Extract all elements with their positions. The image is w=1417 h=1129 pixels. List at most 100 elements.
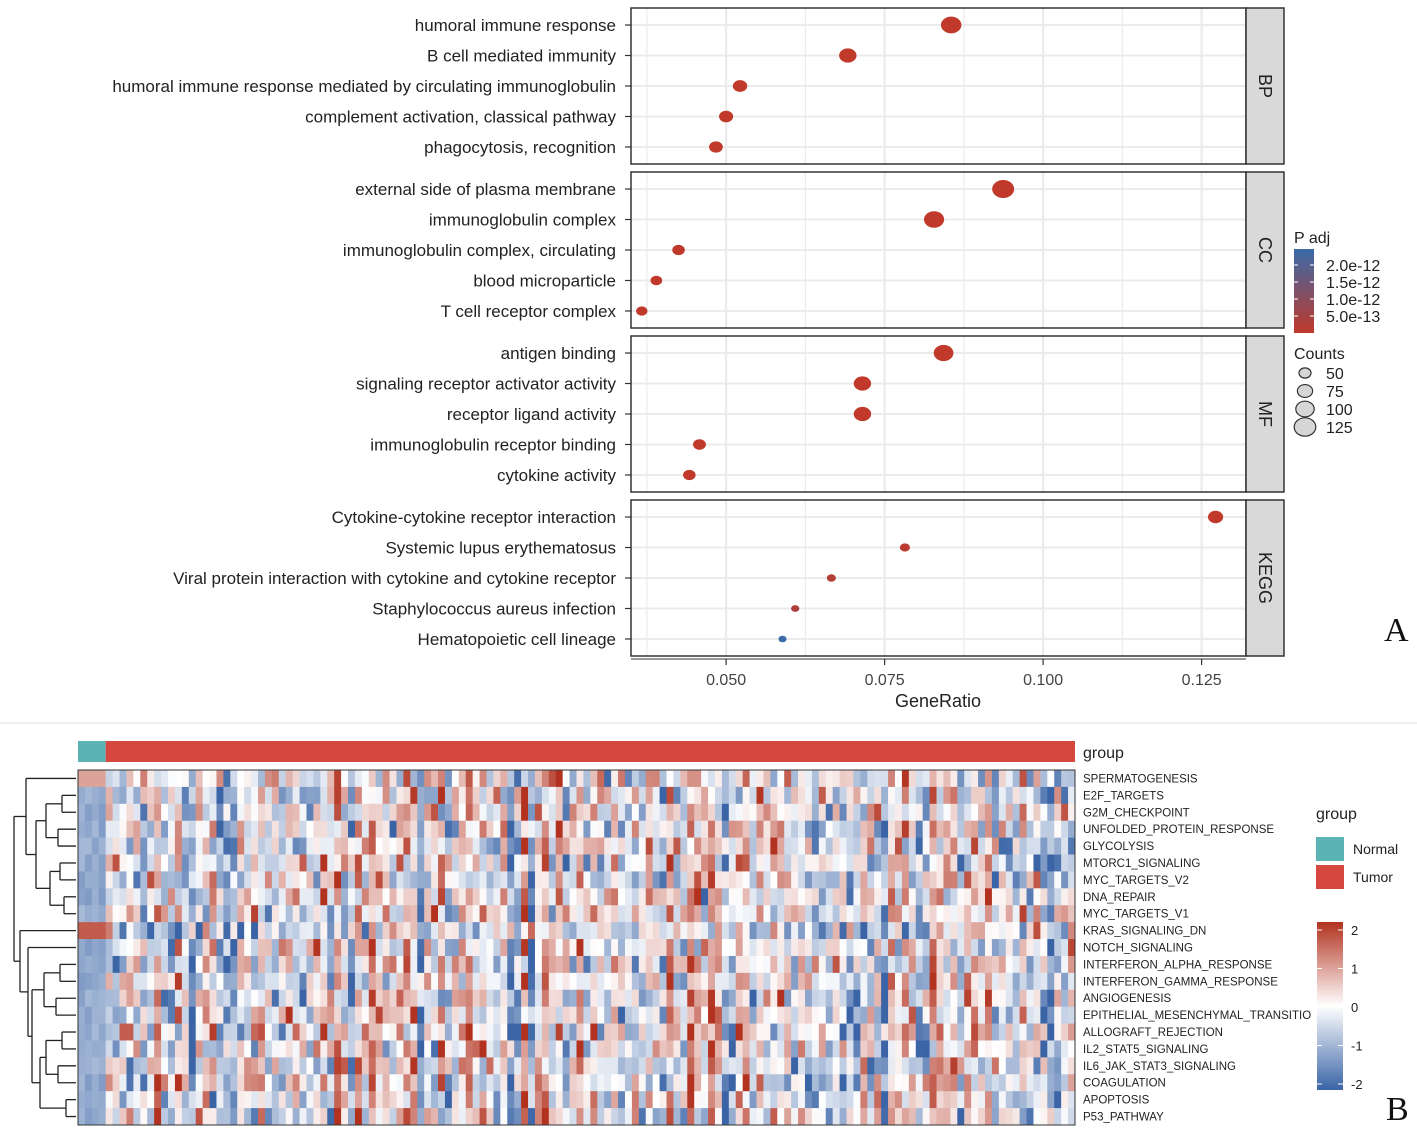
heatmap-cell [500,1091,508,1109]
heatmap-cell [119,972,127,991]
heatmap-cell [624,1057,633,1075]
heatmap-cell [168,854,176,872]
heatmap-cell [320,1040,328,1058]
heatmap-cell [860,922,868,940]
heatmap-cell [791,820,799,839]
heatmap-cell [1040,871,1048,889]
heatmap-cell [209,1006,217,1024]
heatmap-cell [763,1040,771,1058]
heatmap-cell [874,803,882,822]
heatmap-cell [645,905,654,923]
heatmap-cell [708,939,716,957]
heatmap-cell [424,871,432,889]
heatmap-cell [98,1040,107,1058]
heatmap-cell [410,922,418,940]
heatmap-cell [431,871,439,889]
heatmap-cell [424,905,432,923]
padj-legend: P adj 2.0e-121.5e-121.0e-125.0e-13 [1294,230,1380,333]
heatmap-cell [811,989,820,1008]
heatmap-cell [161,803,169,822]
heatmap-cell [728,939,737,957]
heatmap-cell [126,989,134,1008]
heatmap-cell [223,1108,231,1126]
heatmap-cell [888,837,896,855]
heatmap-cell [604,837,612,855]
heatmap-cell [811,770,820,788]
heatmap-cell [292,1023,300,1041]
heatmap-cell [264,854,273,872]
heatmap-cell [354,989,363,1008]
heatmap-cell [174,888,183,906]
heatmap-cell [348,1108,356,1126]
heatmap-cell [188,955,197,974]
heatmap-cell [292,939,300,957]
heatmap-cell [597,989,605,1008]
heatmap-cell [105,972,114,991]
heatmap-cell [1068,1057,1076,1075]
heatmap-cell [78,955,86,974]
heatmap-cell [202,837,210,855]
heatmap-cell [119,1006,127,1024]
heatmap-cell [943,1108,951,1126]
heatmap-cell [410,1091,418,1109]
heatmap-cell [354,871,363,889]
heatmap-cell [818,1057,827,1075]
heatmap-cell [202,820,210,839]
heatmap-cell [915,1091,924,1109]
heatmap-cell [894,1023,903,1041]
heatmap-cell [444,922,453,940]
heatmap-cell [140,1057,148,1075]
heatmap-cell [638,1074,647,1092]
heatmap-cell [749,837,757,855]
heatmap-cell [368,989,377,1008]
heatmap-cell [804,803,813,822]
heatmap-cell [998,803,1007,822]
heatmap-cell [195,888,204,906]
heatmap-cell [174,854,183,872]
heatmap-cell [479,1091,487,1109]
heatmap-cell [714,1006,723,1024]
heatmap-cell [348,905,356,923]
heatmap-cell [105,1057,114,1075]
heatmap-cell [341,888,349,906]
heatmap-cell [1012,922,1021,940]
row-label: NOTCH_SIGNALING [1083,943,1193,955]
heatmap-cell [645,1040,654,1058]
heatmap-cell [652,1074,660,1092]
heatmap-cell [583,1023,591,1041]
x-tick-label: 0.050 [706,672,746,689]
heatmap-cell [867,1023,875,1041]
heatmap-cell [78,922,86,940]
heatmap-cell [576,989,584,1008]
heatmap-cell [334,1074,342,1092]
heatmap-cell [354,837,363,855]
heatmap-cell [521,972,529,991]
heatmap-cell [534,989,543,1008]
heatmap-cell [1019,871,1027,889]
heatmap-cell [1040,1091,1048,1109]
heatmap-cell [251,820,259,839]
heatmap-cell [991,989,1000,1008]
heatmap-cell [396,786,404,805]
heatmap-cell [922,1074,931,1092]
heatmap-cell [91,871,100,889]
heatmap-cell [98,939,107,957]
heatmap-cell [1054,871,1062,889]
heatmap-cell [500,972,508,991]
heatmap-cell [327,905,335,923]
heatmap-cell [534,922,543,940]
heatmap-cell [894,905,903,923]
heatmap-cell [285,1040,294,1058]
heatmap-cell [1005,1108,1014,1126]
heatmap-cell [91,972,100,991]
heatmap-cell [1047,871,1055,889]
heatmap-cell [777,837,785,855]
heatmap-cell [223,1006,231,1024]
heatmap-cell [957,1006,965,1024]
heatmap-cell [237,786,245,805]
heatmap-cell [576,770,584,788]
heatmap-cell [894,854,903,872]
heatmap-cell [846,786,854,805]
heatmap-cell [832,888,840,906]
heatmap-cell [777,803,785,822]
